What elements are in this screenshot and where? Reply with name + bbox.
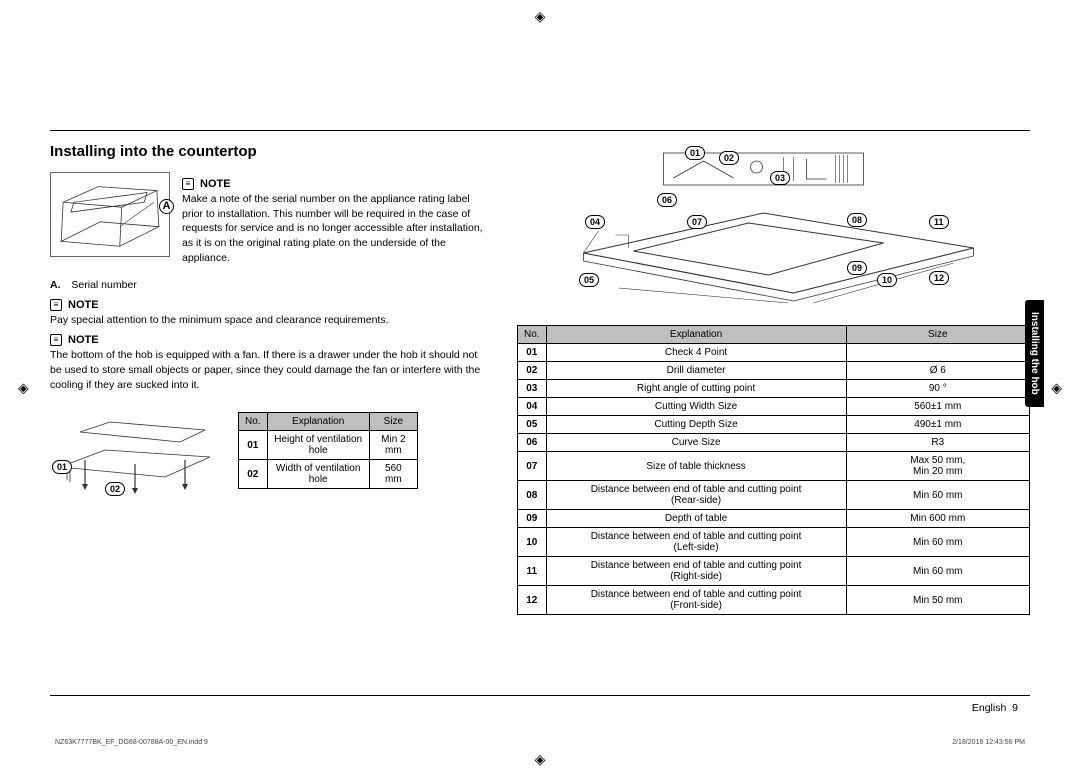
table-cell-exp: Distance between end of table and cuttin… [546,481,846,510]
table-cell-exp: Width of ventilation hole [267,460,369,489]
label-a-marker: A [159,199,174,214]
footer-language: English 9 [972,702,1018,714]
table-cell-exp: Check 4 Point [546,344,846,362]
table-cell-size: 490±1 mm [846,416,1029,434]
note-label: NOTE [200,178,231,190]
table-cell-size: 560 mm [369,460,417,489]
table-cell-no: 07 [518,452,547,481]
table-cell-size: Min 2 mm [369,431,417,460]
table-cell-exp: Height of ventilation hole [267,431,369,460]
table-cell-no: 06 [518,434,547,452]
bottom-rule [50,695,1030,696]
table-cell-no: 08 [518,481,547,510]
note-label: NOTE [68,334,99,346]
legend-a: A. Serial number [50,279,487,291]
figure-serial-number: A [50,172,170,257]
table-cell-size: 90 ° [846,380,1029,398]
table-cell-no: 02 [239,460,268,489]
legend-a-text: Serial number [71,279,136,291]
callout-05: 05 [579,273,599,287]
crop-mark-bottom: ◈ [535,751,546,768]
th-no: No. [518,326,547,344]
table-cell-size: Min 60 mm [846,481,1029,510]
table-cell-size: R3 [846,434,1029,452]
note3-text: The bottom of the hob is equipped with a… [50,348,487,392]
note1-text: Make a note of the serial number on the … [182,192,487,265]
th-no: No. [239,413,268,431]
callout-06: 06 [657,193,677,207]
callout-01: 01 [52,460,72,474]
note-icon: ≡ [182,178,194,190]
note-label: NOTE [68,299,99,311]
table-cell-size: Min 50 mm [846,586,1029,615]
th-exp: Explanation [267,413,369,431]
callout-01: 01 [685,146,705,160]
table-cell-no: 12 [518,586,547,615]
note-icon: ≡ [50,334,62,346]
callout-02: 02 [719,151,739,165]
cutout-table: No. Explanation Size 01 Check 4 Point 02… [517,325,1030,615]
table-cell-size: Min 60 mm [846,557,1029,586]
callout-10: 10 [877,273,897,287]
th-size: Size [846,326,1029,344]
th-exp: Explanation [546,326,846,344]
note2-text: Pay special attention to the minimum spa… [50,313,487,328]
table-cell-size: Min 600 mm [846,510,1029,528]
table-cell-exp: Depth of table [546,510,846,528]
callout-02: 02 [105,482,125,496]
table-cell-exp: Curve Size [546,434,846,452]
table-cell-size [846,344,1029,362]
table-cell-exp: Size of table thickness [546,452,846,481]
figure-ventilation: 01 02 [50,412,220,497]
table-cell-size: 560±1 mm [846,398,1029,416]
footer-date: 2/18/2016 12:43:56 PM [952,739,1025,746]
table-cell-no: 10 [518,528,547,557]
crop-mark-right: ◈ [1051,380,1062,397]
callout-04: 04 [585,215,605,229]
callout-11: 11 [929,215,949,229]
footer-filename: NZ63K7777BK_EF_DG68-00788A-00_EN.indd 9 [55,739,208,746]
table-cell-no: 02 [518,362,547,380]
table-cell-exp: Cutting Depth Size [546,416,846,434]
callout-09: 09 [847,261,867,275]
table-cell-exp: Right angle of cutting point [546,380,846,398]
table-cell-size: Max 50 mm,Min 20 mm [846,452,1029,481]
table-cell-no: 01 [239,431,268,460]
table-cell-no: 05 [518,416,547,434]
callout-08: 08 [847,213,867,227]
table-cell-size: Min 60 mm [846,528,1029,557]
table-cell-exp: Distance between end of table and cuttin… [546,557,846,586]
th-size: Size [369,413,417,431]
table-cell-exp: Distance between end of table and cuttin… [546,586,846,615]
crop-mark-top: ◈ [535,8,546,25]
crop-mark-left: ◈ [18,380,29,397]
table-cell-exp: Cutting Width Size [546,398,846,416]
side-tab: Installing the hob [1025,300,1044,407]
table-cell-exp: Drill diameter [546,362,846,380]
table-cell-no: 09 [518,510,547,528]
table-cell-no: 01 [518,344,547,362]
callout-03: 03 [770,171,790,185]
callout-12: 12 [929,271,949,285]
table-cell-exp: Distance between end of table and cuttin… [546,528,846,557]
figure-cutout: 01 02 03 04 05 06 07 08 09 10 11 12 [517,143,1030,313]
page-heading: Installing into the countertop [50,143,487,160]
legend-a-letter: A. [50,279,61,291]
table-cell-no: 04 [518,398,547,416]
table-cell-size: Ø 6 [846,362,1029,380]
note-icon: ≡ [50,299,62,311]
ventilation-table: No. Explanation Size 01 Height of ventil… [238,412,418,489]
top-rule [50,130,1030,131]
callout-07: 07 [687,215,707,229]
table-cell-no: 03 [518,380,547,398]
table-cell-no: 11 [518,557,547,586]
